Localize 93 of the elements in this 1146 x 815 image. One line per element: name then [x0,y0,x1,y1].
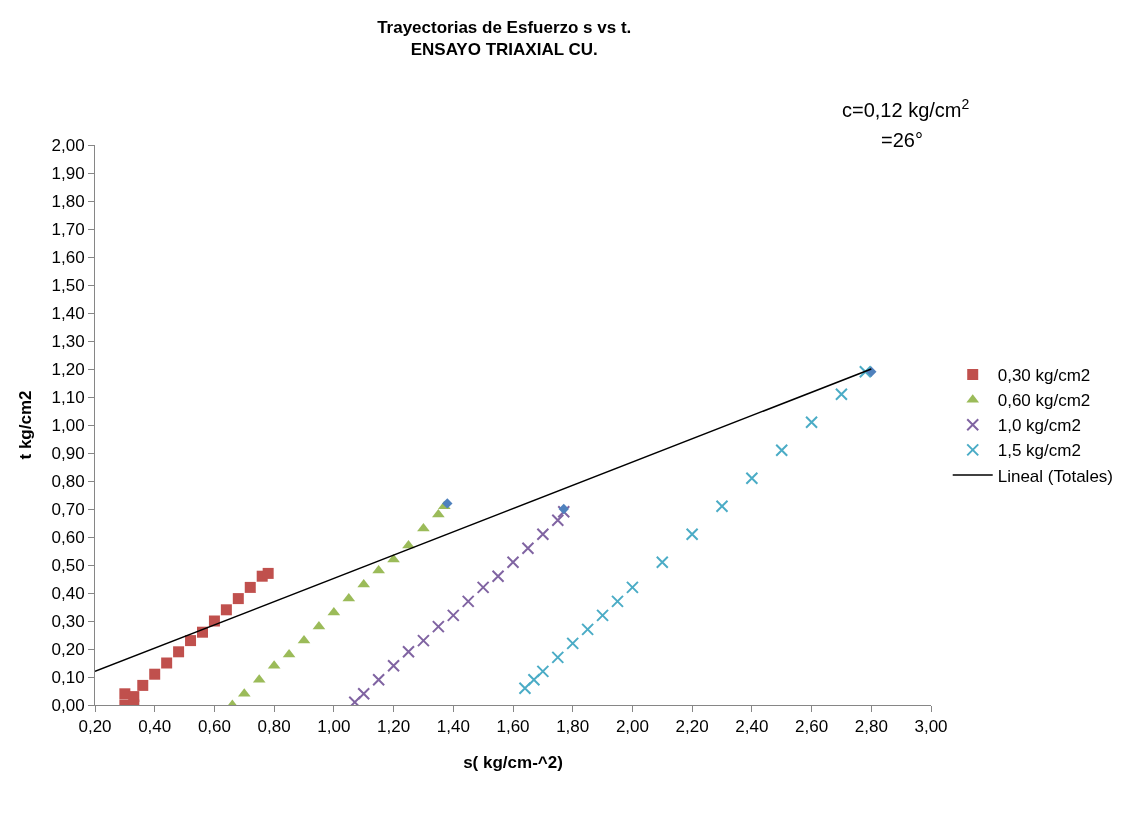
point [476,580,490,594]
point [402,645,415,659]
x-tick-label: 0,40 [138,717,172,737]
point [137,679,149,691]
y-tick-label: 1,60 [51,247,85,267]
x-tick-label: 1,60 [496,717,530,737]
point [220,604,232,616]
point [551,513,565,527]
y-tick-label: 1,80 [51,191,85,211]
x-tick-label: 0,80 [257,717,291,737]
point [442,498,453,509]
point [557,505,571,519]
point [262,567,274,579]
point [566,636,580,650]
y-tick-label: 0,50 [51,555,85,575]
point [834,387,848,401]
point [232,593,244,605]
point [596,608,610,622]
y-tick-label: 1,50 [51,275,85,295]
y-tick-label: 1,00 [51,415,85,435]
point [518,681,532,695]
point [581,622,595,636]
x-axis-title: s( kg/cm-^2) [463,752,563,772]
y-tick-label: 0,90 [51,443,85,463]
point [446,608,460,622]
y-axis-title: t kg/cm2 [16,390,36,460]
x-tick-label: 0,60 [197,717,231,737]
x-tick-label: 2,80 [854,717,888,737]
y-tick-label: 1,20 [51,359,85,379]
legend-label: 1,0 kg/cm2 [997,416,1081,436]
point [745,471,759,485]
point [431,620,445,634]
x-tick-label: 2,00 [615,717,649,737]
point [527,673,541,687]
point [611,594,624,608]
legend-label: 1,5 kg/cm2 [997,441,1081,461]
point [185,635,197,647]
point [536,664,550,678]
point [858,365,872,379]
y-tick-label: 1,40 [51,303,85,323]
point [558,503,569,515]
point [775,443,789,457]
annotation: =26° [881,129,923,151]
y-tick-label: 1,10 [51,387,85,407]
x-tick-label: 2,60 [795,717,829,737]
y-tick-label: 0,70 [51,499,85,519]
x-tick-label: 1,40 [436,717,470,737]
y-tick-label: 0,20 [51,639,85,659]
point [805,415,819,429]
point [625,580,639,594]
x-tick-label: 1,00 [317,717,351,737]
y-tick-label: 1,30 [51,331,85,351]
x-tick-label: 2,40 [735,717,769,737]
point [372,673,386,687]
point [655,555,669,569]
point [161,657,173,669]
point [128,691,140,703]
point [387,659,401,673]
point [461,594,475,608]
x-tick-label: 1,80 [556,717,590,737]
x-tick-label: 1,20 [377,717,411,737]
x-tick-label: 2,20 [675,717,709,737]
point [402,539,415,549]
x-tick-label: 3,00 [914,717,948,737]
y-tick-label: 0,80 [51,471,85,491]
point [506,555,520,569]
chart-title: Trayectorias de Esfuerzo s vs t. ENSAYO TRIAXIAL CU. [377,17,632,59]
y-tick-label: 0,00 [51,695,85,715]
text: c=0,12 kg/cm$^{2}$ [842,96,970,122]
x-tick-label: 0,20 [78,717,112,737]
y-tick-label: 0,30 [51,611,85,631]
point [551,650,565,664]
point [536,527,550,541]
point [416,634,430,648]
point [348,695,362,705]
y-tick-label: 2,00 [51,135,85,155]
point [491,569,505,583]
y-tick-label: 0,40 [51,583,85,603]
legend-label: 0,30 kg/cm2 [997,366,1091,386]
point [357,687,371,701]
y-tick-label: 1,90 [51,163,85,183]
point [244,581,256,593]
y-tick-label: 1,70 [51,219,85,239]
point [149,668,161,680]
point [715,499,729,513]
legend-label: Lineal (Totales) [997,466,1113,486]
y-tick-label: 0,10 [51,667,85,687]
legend-label: 0,60 kg/cm2 [997,391,1091,411]
point [173,646,185,658]
point [685,527,699,541]
point [521,541,535,555]
y-tick-label: 0,60 [51,527,85,547]
point [387,553,400,563]
